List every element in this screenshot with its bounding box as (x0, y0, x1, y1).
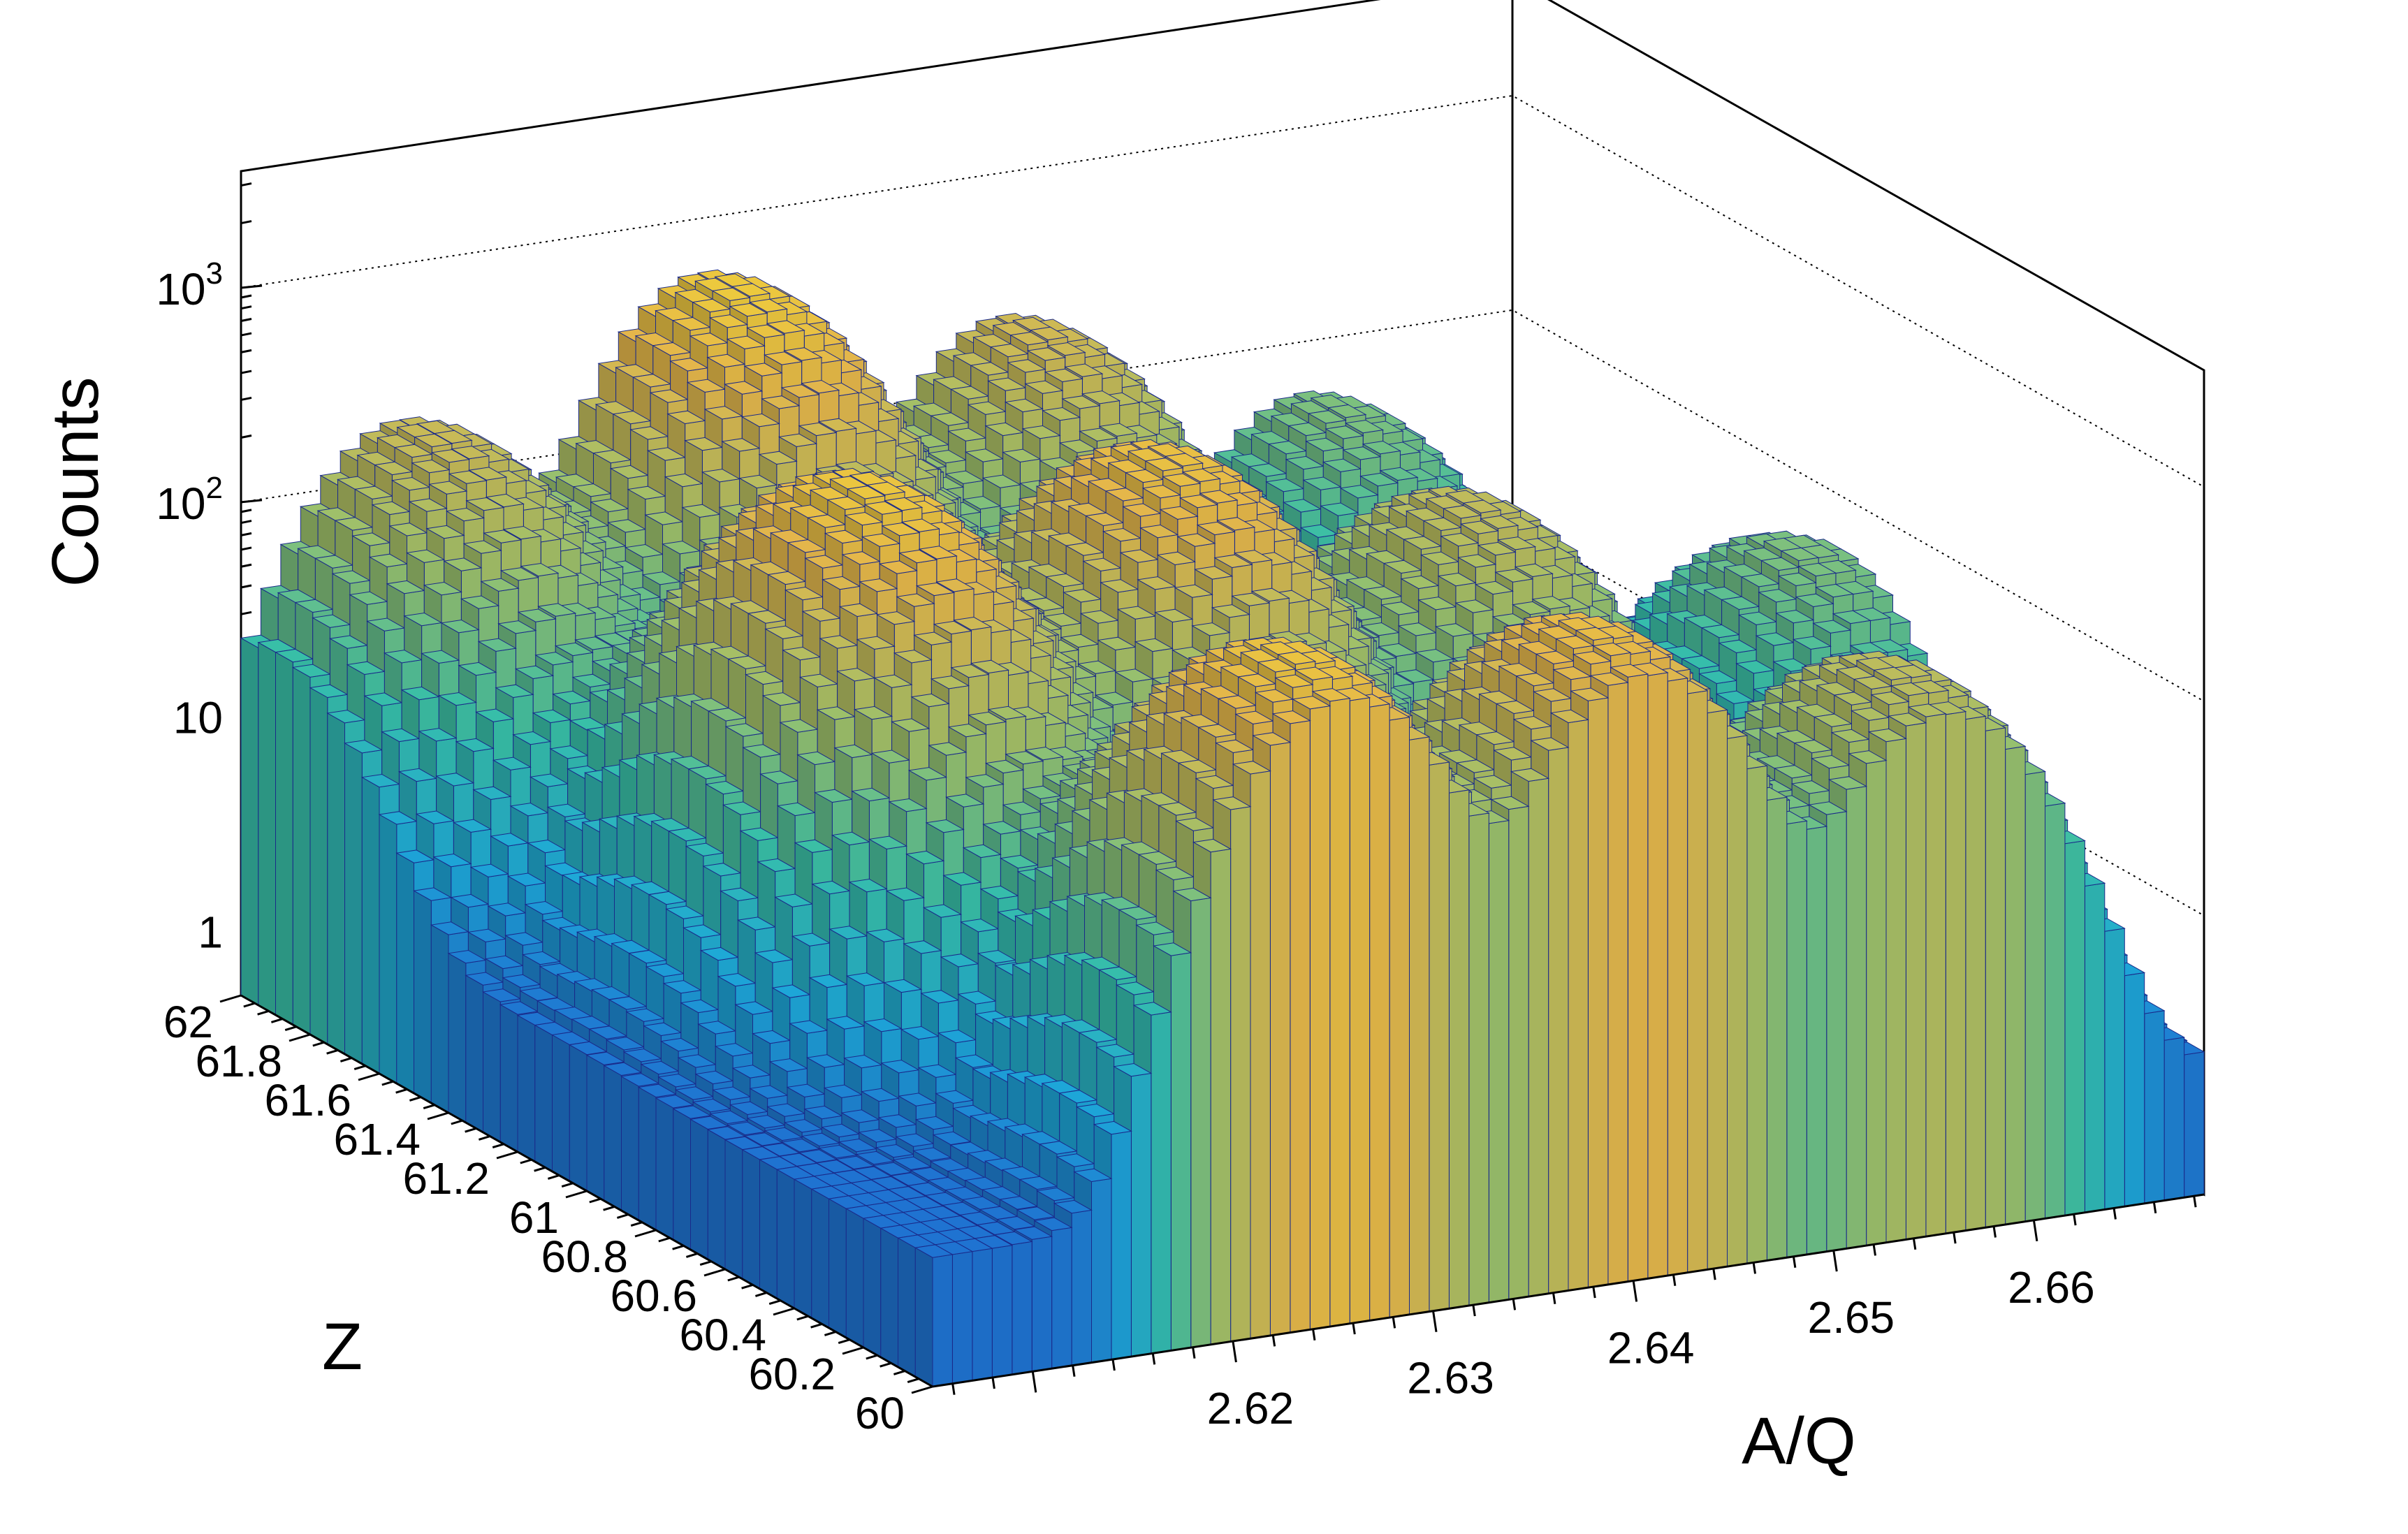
bar-side-face (553, 1035, 570, 1182)
z-tick-label: 103 (156, 256, 223, 314)
z-tick-mark (241, 612, 251, 614)
bar-side-face (345, 743, 363, 1064)
z-tick-mark (241, 564, 251, 567)
z-tick-label: 10 (173, 693, 223, 743)
z-tick-mark (241, 221, 251, 224)
z-tick-mark (241, 295, 251, 298)
z-tick-mark (241, 184, 251, 186)
z-tick-mark (241, 319, 251, 321)
z-tick-mark (241, 286, 262, 288)
z-tick-mark (241, 585, 251, 587)
bar-side-face (379, 815, 397, 1083)
bar-side-face (328, 713, 345, 1054)
z-tick-mark (241, 500, 262, 502)
bar-side-face (310, 688, 328, 1045)
bar-side-face (276, 652, 293, 1025)
z-tick-label: 1 (198, 907, 223, 958)
z-tick-mark (241, 510, 251, 512)
bar-side-face (431, 925, 448, 1113)
bar-side-face (397, 853, 414, 1093)
z-tick-label: 102 (156, 471, 223, 529)
z-tick-mark (241, 533, 251, 535)
bar-side-face (258, 643, 276, 1015)
bar-side-face (466, 975, 483, 1132)
z-tick-mark (241, 307, 251, 309)
z-tick-mark (241, 435, 251, 437)
bar-side-face (535, 1025, 553, 1171)
bar-side-face (500, 1005, 518, 1152)
bar-side-face (448, 954, 466, 1123)
bar-side-face (362, 777, 379, 1074)
bar-side-face (241, 638, 258, 1005)
bar-side-face (483, 992, 501, 1142)
z-tick-mark (241, 371, 251, 373)
grid-line (241, 96, 2204, 487)
z-tick-mark (241, 350, 251, 352)
z-tick-mark (241, 521, 251, 523)
z-tick-mark (241, 548, 251, 550)
bar-side-face (293, 667, 310, 1035)
bar-side-face (518, 1016, 535, 1162)
z-tick-mark (241, 397, 251, 400)
bar-side-face (414, 891, 432, 1103)
z-tick-mark (241, 333, 251, 335)
